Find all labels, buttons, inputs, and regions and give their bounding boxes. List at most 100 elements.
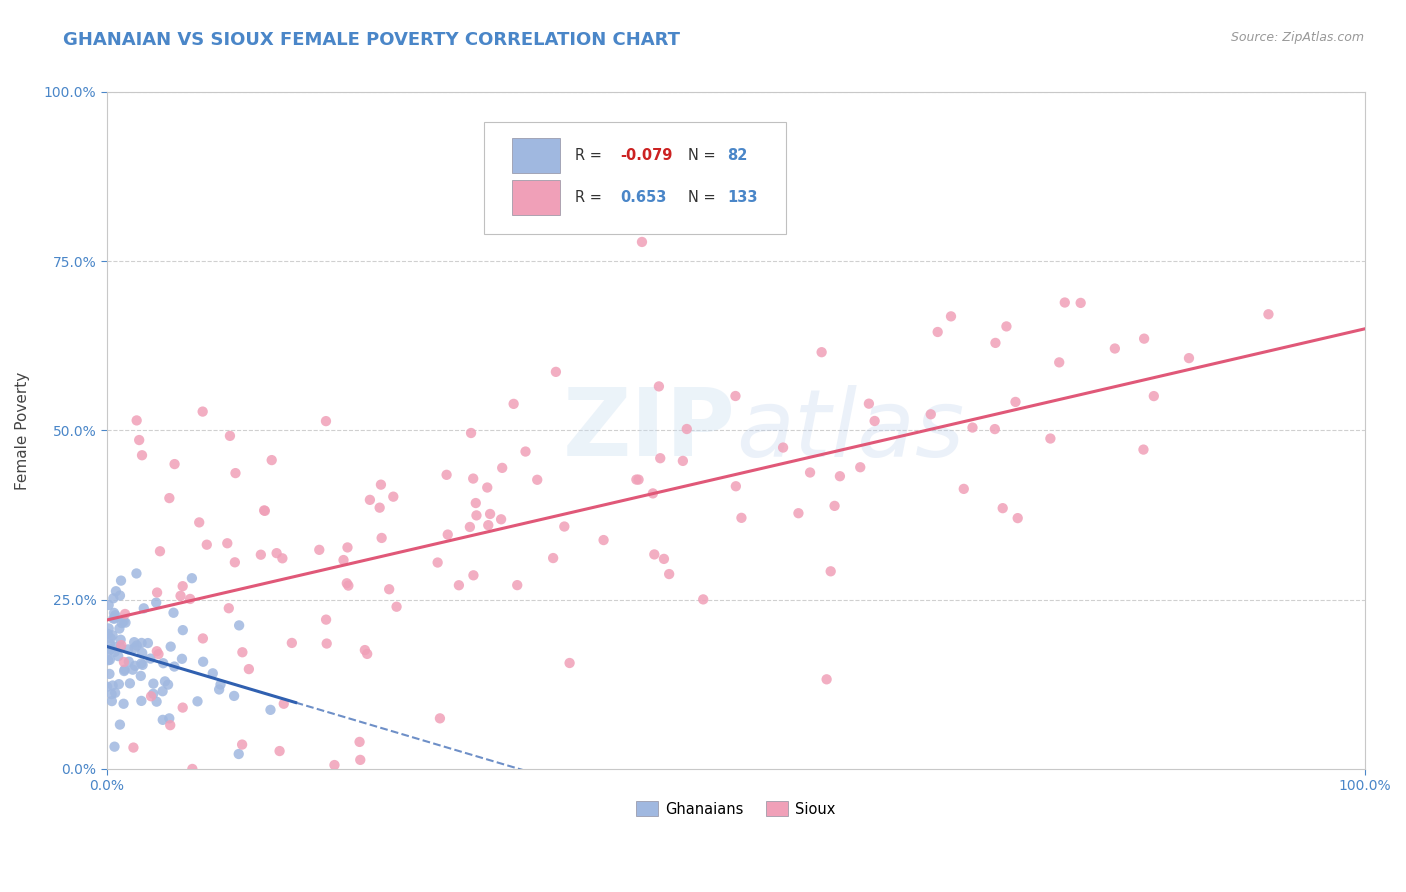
Point — [100, 687, 122, 701]
Point — [920, 407, 942, 421]
Point — [1004, 395, 1026, 409]
Point — [104, 645, 127, 659]
Point — [179, 591, 201, 606]
Text: ZIP: ZIP — [562, 384, 735, 476]
Point — [124, 658, 146, 673]
Point — [152, 657, 174, 671]
Point — [1257, 307, 1279, 321]
Point — [112, 615, 135, 629]
Point — [1039, 432, 1062, 446]
Point — [100, 642, 122, 657]
Point — [799, 466, 821, 480]
Point — [463, 568, 485, 582]
Point — [1007, 511, 1029, 525]
Point — [108, 622, 131, 636]
Point — [1143, 389, 1166, 403]
Point — [104, 608, 127, 623]
Point — [828, 469, 851, 483]
Point — [228, 747, 250, 761]
Point — [139, 651, 162, 665]
Point — [1132, 442, 1154, 457]
Text: atlas: atlas — [735, 385, 965, 476]
Point — [195, 538, 218, 552]
Point — [553, 519, 575, 533]
Point — [315, 636, 337, 650]
Point — [163, 457, 186, 471]
Point — [146, 585, 169, 599]
Point — [382, 490, 405, 504]
Point — [149, 544, 172, 558]
Point — [191, 404, 214, 418]
Point — [1070, 296, 1092, 310]
Point — [110, 574, 132, 588]
Point — [648, 379, 671, 393]
Point — [541, 551, 564, 566]
Point — [592, 533, 614, 547]
Point — [145, 596, 167, 610]
Point — [479, 507, 502, 521]
Point — [447, 578, 470, 592]
Point — [103, 739, 125, 754]
Bar — [512, 180, 560, 215]
Point — [952, 482, 974, 496]
Point — [136, 636, 159, 650]
Point — [271, 551, 294, 566]
Point — [477, 518, 499, 533]
Point — [337, 578, 360, 592]
Point — [849, 460, 872, 475]
Point — [460, 425, 482, 440]
Point — [97, 627, 120, 641]
Point — [172, 579, 194, 593]
Point — [112, 664, 135, 678]
Point — [315, 414, 337, 428]
Point — [730, 511, 752, 525]
Point — [118, 655, 141, 669]
Point — [436, 467, 458, 482]
Point — [370, 477, 392, 491]
Point — [863, 414, 886, 428]
Point — [1047, 355, 1070, 369]
Point — [658, 567, 681, 582]
Point — [124, 640, 146, 655]
Point — [114, 663, 136, 677]
Point — [163, 659, 186, 673]
Point — [121, 663, 143, 677]
Point — [491, 461, 513, 475]
Point — [125, 413, 148, 427]
Point — [332, 553, 354, 567]
Point — [489, 512, 512, 526]
Point — [224, 689, 246, 703]
Point — [104, 686, 127, 700]
Point — [114, 615, 136, 630]
Point — [281, 636, 304, 650]
Point — [465, 508, 488, 523]
Text: Source: ZipAtlas.com: Source: ZipAtlas.com — [1230, 31, 1364, 45]
Point — [170, 652, 193, 666]
Point — [385, 599, 408, 614]
Point — [370, 531, 392, 545]
Point — [650, 451, 672, 466]
Point — [131, 657, 153, 672]
Point — [98, 667, 121, 681]
Point — [162, 606, 184, 620]
Point — [378, 582, 401, 597]
Point — [98, 653, 121, 667]
Point — [131, 646, 153, 660]
Point — [672, 454, 695, 468]
Point — [111, 616, 134, 631]
Point — [238, 662, 260, 676]
Point — [359, 492, 381, 507]
Point — [323, 758, 346, 772]
Point — [125, 566, 148, 581]
Point — [824, 499, 846, 513]
Point — [502, 397, 524, 411]
Point — [180, 571, 202, 585]
Point — [984, 335, 1007, 350]
Point — [349, 753, 371, 767]
Point — [201, 666, 224, 681]
Point — [991, 501, 1014, 516]
Point — [269, 744, 291, 758]
Point — [112, 697, 135, 711]
Point — [172, 623, 194, 637]
Point — [157, 711, 180, 725]
